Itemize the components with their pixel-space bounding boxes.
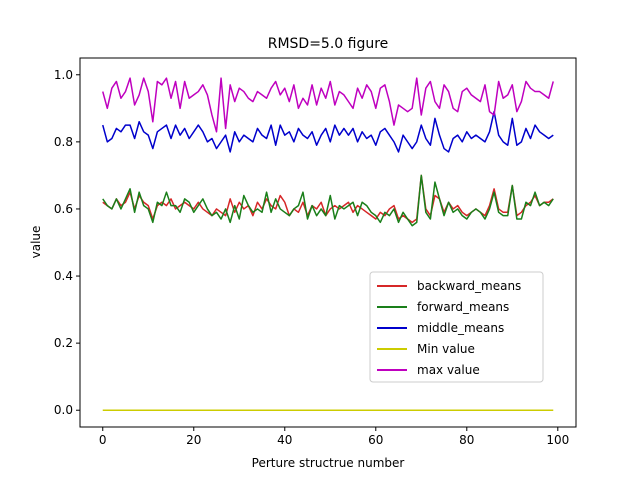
- y-tick-label: 0.6: [54, 202, 73, 216]
- y-tick-label: 0.2: [54, 336, 73, 350]
- x-axis-label: Perture structrue number: [252, 456, 405, 470]
- series-line-middle-means: [102, 110, 554, 153]
- chart-title: RMSD=5.0 figure: [268, 36, 389, 52]
- legend-box: [369, 271, 544, 383]
- x-tick-label: 60: [368, 433, 383, 447]
- x-tick-label: 40: [277, 433, 292, 447]
- y-tick-label: 0.0: [54, 403, 73, 417]
- x-axis-ticks: 0 20 40 60 80 100: [99, 427, 569, 447]
- y-tick-label: 0.8: [54, 135, 73, 149]
- y-axis-label: value: [29, 226, 43, 259]
- legend-label: middle_means: [417, 321, 504, 335]
- x-tick-label: 80: [459, 433, 474, 447]
- series-line-max-value: [102, 77, 554, 133]
- y-tick-label: 1.0: [54, 68, 73, 82]
- x-tick-label: 0: [99, 433, 107, 447]
- series-line-forward-means: [102, 174, 554, 227]
- legend-label: forward_means: [417, 300, 509, 314]
- y-axis-ticks: 0.0 0.2 0.4 0.6 0.8 1.0: [54, 68, 80, 417]
- y-tick-label: 0.4: [54, 269, 73, 283]
- legend-label: backward_means: [417, 279, 521, 293]
- legend-label: Min value: [417, 342, 475, 356]
- series-layer: [102, 77, 554, 411]
- plot-frame: [79, 57, 577, 428]
- legend-label: max value: [417, 363, 480, 377]
- legend: backward_means forward_means middle_means M…: [369, 271, 544, 383]
- x-tick-label: 100: [546, 433, 569, 447]
- x-tick-label: 20: [186, 433, 201, 447]
